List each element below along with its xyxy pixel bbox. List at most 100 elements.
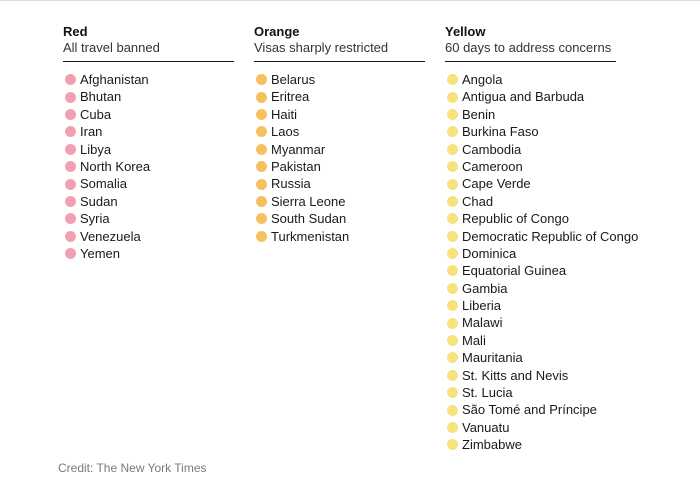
country-item: Vanuatu [445,419,616,436]
country-item: St. Kitts and Nevis [445,367,616,384]
country-name: Burkina Faso [462,124,539,140]
country-list: Belarus Eritrea Haiti Laos Myanmar Pakistan Ru… [254,71,425,245]
column-subtitle: Visas sharply restricted [254,40,389,55]
status-dot-icon [447,126,458,138]
country-name: Somalia [80,176,127,192]
country-item: Democratic Republic of Congo [445,228,638,245]
column-title: Yellow [445,24,486,39]
status-dot-icon [447,265,458,277]
status-dot-icon [256,108,267,120]
country-name: Cuba [80,106,112,122]
status-dot-icon [447,300,458,312]
status-dot-icon [65,230,76,242]
country-name: Belarus [271,72,316,87]
status-dot-icon [256,143,267,155]
status-dot-icon [256,195,267,207]
country-item: Chad [445,193,616,210]
country-name: North Korea [80,158,151,174]
country-item: Eritrea [254,88,425,105]
country-item: Angola [445,71,616,88]
country-item: Yemen [63,245,234,262]
status-dot-icon [447,74,458,86]
country-item: Afghanistan [63,71,234,88]
status-dot-icon [65,143,76,155]
country-name: Venezuela [80,228,141,244]
country-name: Chad [462,193,494,209]
status-dot-icon [447,404,458,416]
country-name: Angola [462,72,503,87]
country-item: Bhutan [63,88,234,105]
country-item: Dominica [445,245,616,262]
country-item: Republic of Congo [445,210,616,227]
country-name: South Sudan [271,211,347,227]
country-name: Afghanistan [80,72,149,87]
status-dot-icon [447,195,458,207]
country-name: Russia [271,176,311,192]
status-dot-icon [447,282,458,294]
column-red: Red All travel banned Afghanistan Bhutan C… [63,24,234,454]
country-name: Republic of Congo [462,211,569,227]
column-orange: Orange Visas sharply restricted Belarus E… [254,24,425,454]
status-dot-icon [65,161,76,173]
country-name: Libya [80,141,112,157]
country-item: Somalia [63,175,234,192]
status-dot-icon [65,195,76,207]
country-item: Sierra Leone [254,193,425,210]
status-dot-icon [256,91,267,103]
status-dot-icon [447,230,458,242]
country-name: Cameroon [462,158,523,174]
status-dot-icon [256,230,267,242]
status-dot-icon [447,161,458,173]
country-name: Pakistan [271,158,321,174]
country-name: St. Lucia [462,385,513,401]
country-name: Haiti [271,106,298,122]
country-name: Zimbabwe [462,437,522,453]
country-name: Antigua and Barbuda [462,89,585,105]
country-item: South Sudan [254,210,425,227]
status-dot-icon [256,213,267,225]
country-name: Mali [462,332,486,348]
country-item: Russia [254,175,425,192]
status-dot-icon [65,248,76,260]
status-dot-icon [447,422,458,433]
country-name: Cape Verde [462,176,531,192]
status-dot-icon [65,126,76,138]
country-list: Angola Antigua and Barbuda Benin Burkina Fa… [445,71,638,454]
status-dot-icon [65,178,76,190]
status-dot-icon [256,161,267,173]
country-item: Equatorial Guinea [445,262,616,279]
status-dot-icon [65,108,76,120]
country-item: Benin [445,106,616,123]
status-dot-icon [447,91,458,103]
country-item: Cambodia [445,141,616,158]
country-name: Iran [80,124,103,140]
country-name: Yemen [80,245,120,261]
country-name: Laos [271,124,300,140]
column-title: Orange [254,24,300,39]
column-title: Red [63,24,88,39]
country-list: Afghanistan Bhutan Cuba Iran Libya North Kore… [63,71,234,262]
country-item: Syria [63,210,234,227]
country-name: Mauritania [462,350,523,366]
status-dot-icon [447,143,458,155]
category-columns: Red All travel banned Afghanistan Bhutan C… [63,24,638,454]
country-name: São Tomé and Príncipe [462,402,597,418]
country-item: Iran [63,123,234,140]
country-item: Sudan [63,193,234,210]
country-name: Benin [462,106,496,122]
country-item: Cameroon [445,158,616,175]
country-name: Cambodia [462,141,522,157]
country-item: Mauritania [445,349,616,366]
column-header: Yellow 60 days to address concerns [445,24,616,62]
status-dot-icon [447,213,458,225]
column-subtitle: All travel banned [63,40,160,55]
country-name: Syria [80,211,110,227]
status-dot-icon [447,335,458,347]
column-header: Orange Visas sharply restricted [254,24,425,62]
country-item: Myanmar [254,141,425,158]
country-item: Malawi [445,314,616,331]
country-item: Cape Verde [445,175,616,192]
country-item: North Korea [63,158,234,175]
country-item: Liberia [445,297,616,314]
country-name: Sudan [80,193,118,209]
